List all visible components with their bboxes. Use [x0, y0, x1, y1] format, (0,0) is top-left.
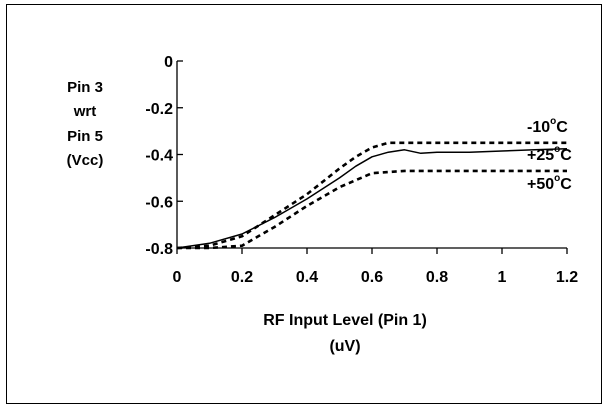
y-axis-label-line: (Vcc) — [67, 152, 104, 169]
series-line-1 — [176, 141, 567, 250]
y-tick-label: -0.8 — [145, 241, 173, 258]
axes: 0-0.2-0.4-0.6-0.80 0.2 0.4 0.6 0.8 1 1.2 — [145, 54, 578, 286]
y-axis-label-line: wrt — [73, 103, 97, 120]
x-tick-label: 0.8 — [426, 269, 448, 286]
y-tick-label: -0.2 — [145, 101, 173, 118]
y-tick-label: -0.6 — [145, 194, 173, 211]
y-tick-label: 0 — [164, 54, 173, 71]
series-label: +25oC — [527, 144, 572, 164]
chart-frame: 0 -0.2 -0.4 -0.6 -0.8 0 0.2 0.4 0.6 0.8 1 1.2 Pin 3… — [6, 4, 602, 404]
series-labels: -10oC +25oC +50oC — [527, 116, 572, 193]
y-axis-label-line: Pin 5 — [67, 128, 103, 145]
x-tick-label: 0 — [173, 269, 182, 286]
y-axis-label: Pin 3 wrt Pin 5 (Vcc) — [67, 79, 104, 169]
x-tick-label: 0.2 — [231, 269, 253, 286]
x-tick-label: 0.4 — [296, 269, 318, 286]
x-tick-label: 0.6 — [361, 269, 383, 286]
y-tick-label: -0.4 — [145, 148, 173, 165]
series-label: +50oC — [527, 173, 572, 193]
x-axis-label-line: RF Input Level (Pin 1) — [263, 312, 427, 329]
x-tick-label: 1.2 — [556, 269, 578, 286]
x-axis-label-line: (uV) — [329, 338, 360, 355]
y-axis-label-line: Pin 3 — [67, 79, 103, 96]
x-tick-label: 1 — [498, 269, 507, 286]
x-axis-label: RF Input Level (Pin 1) (uV) — [263, 312, 427, 355]
series-line-2 — [176, 147, 568, 249]
line-chart: 0-0.2-0.4-0.6-0.80 0.2 0.4 0.6 0.8 1 1.2 Pin 3… — [67, 54, 579, 355]
series-lines — [176, 141, 568, 250]
series-label: -10oC — [527, 116, 568, 136]
